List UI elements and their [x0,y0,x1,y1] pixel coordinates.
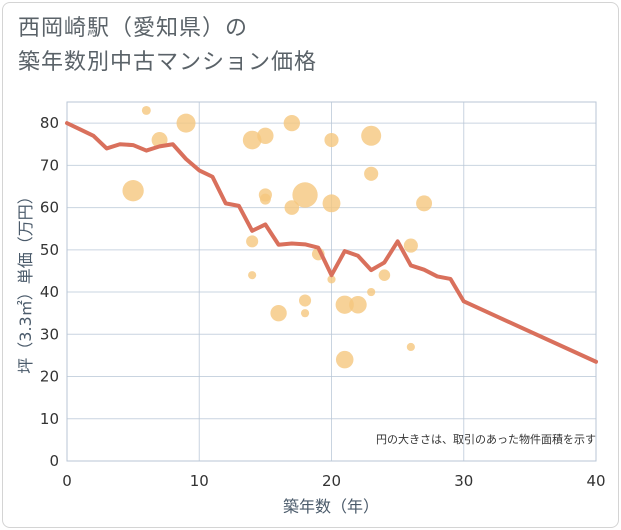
x-tick-label-2: 20 [322,472,341,490]
bubble-22 [349,295,367,314]
bubble-15 [300,309,310,318]
bubble-9 [259,193,271,205]
y-tick-label-6: 60 [40,199,59,217]
bubble-1 [141,105,151,115]
bubble-26 [378,269,391,281]
bubble-6 [248,271,257,280]
bubble-24 [364,166,379,181]
bubble-7 [257,127,274,144]
bubble-23 [361,125,382,146]
title-line-1: 西岡崎駅（愛知県）の [18,16,249,41]
bubble-20 [335,295,354,314]
y-tick-label-2: 20 [40,368,59,386]
y-tick-label-7: 70 [40,156,59,174]
y-tick-label-3: 30 [40,325,59,343]
bubble-17 [324,132,339,148]
bubble-27 [403,238,418,253]
bubble-0 [122,180,144,202]
bubble-3 [176,113,196,133]
y-tick-label-5: 50 [40,241,59,259]
y-tick-label-1: 10 [40,410,59,428]
bubble-13 [292,182,318,208]
y-axis-label: 坪（3.3㎡）単価（万円） [16,188,35,373]
chart-title: 西岡崎駅（愛知県）の 築年数別中古マンション価格 [18,12,317,80]
trend-line-group [65,121,598,364]
size-note: 円の大きさは、取引のあった物件面積を示す [376,432,596,446]
x-tick-label-0: 0 [62,472,72,490]
bubble-4 [242,130,262,150]
x-axis-label: 築年数（年） [283,497,379,516]
bubble-28 [406,342,415,352]
bubble-25 [367,287,376,297]
bubble-21 [335,350,354,369]
y-tick-label-4: 40 [40,283,59,301]
y-tick-label-0: 0 [49,452,59,470]
y-tick-label-8: 80 [40,114,59,132]
bubble-12 [284,200,300,215]
bubble-5 [246,235,259,248]
x-tick-label-1: 10 [190,472,209,490]
x-tick-label-3: 30 [454,472,473,490]
bubble-11 [283,114,300,132]
bubble-10 [270,305,287,322]
bubble-29 [416,195,433,212]
bubble-19 [327,275,336,284]
x-tick-label-4: 40 [586,472,605,490]
tick-labels: 0 10 20 30 40 50 60 70 80 0 10 20 30 40 [40,114,606,490]
bubble-18 [322,194,341,213]
title-line-2: 築年数別中古マンション価格 [18,50,318,75]
bubble-14 [298,294,312,307]
trend-line [65,121,598,364]
